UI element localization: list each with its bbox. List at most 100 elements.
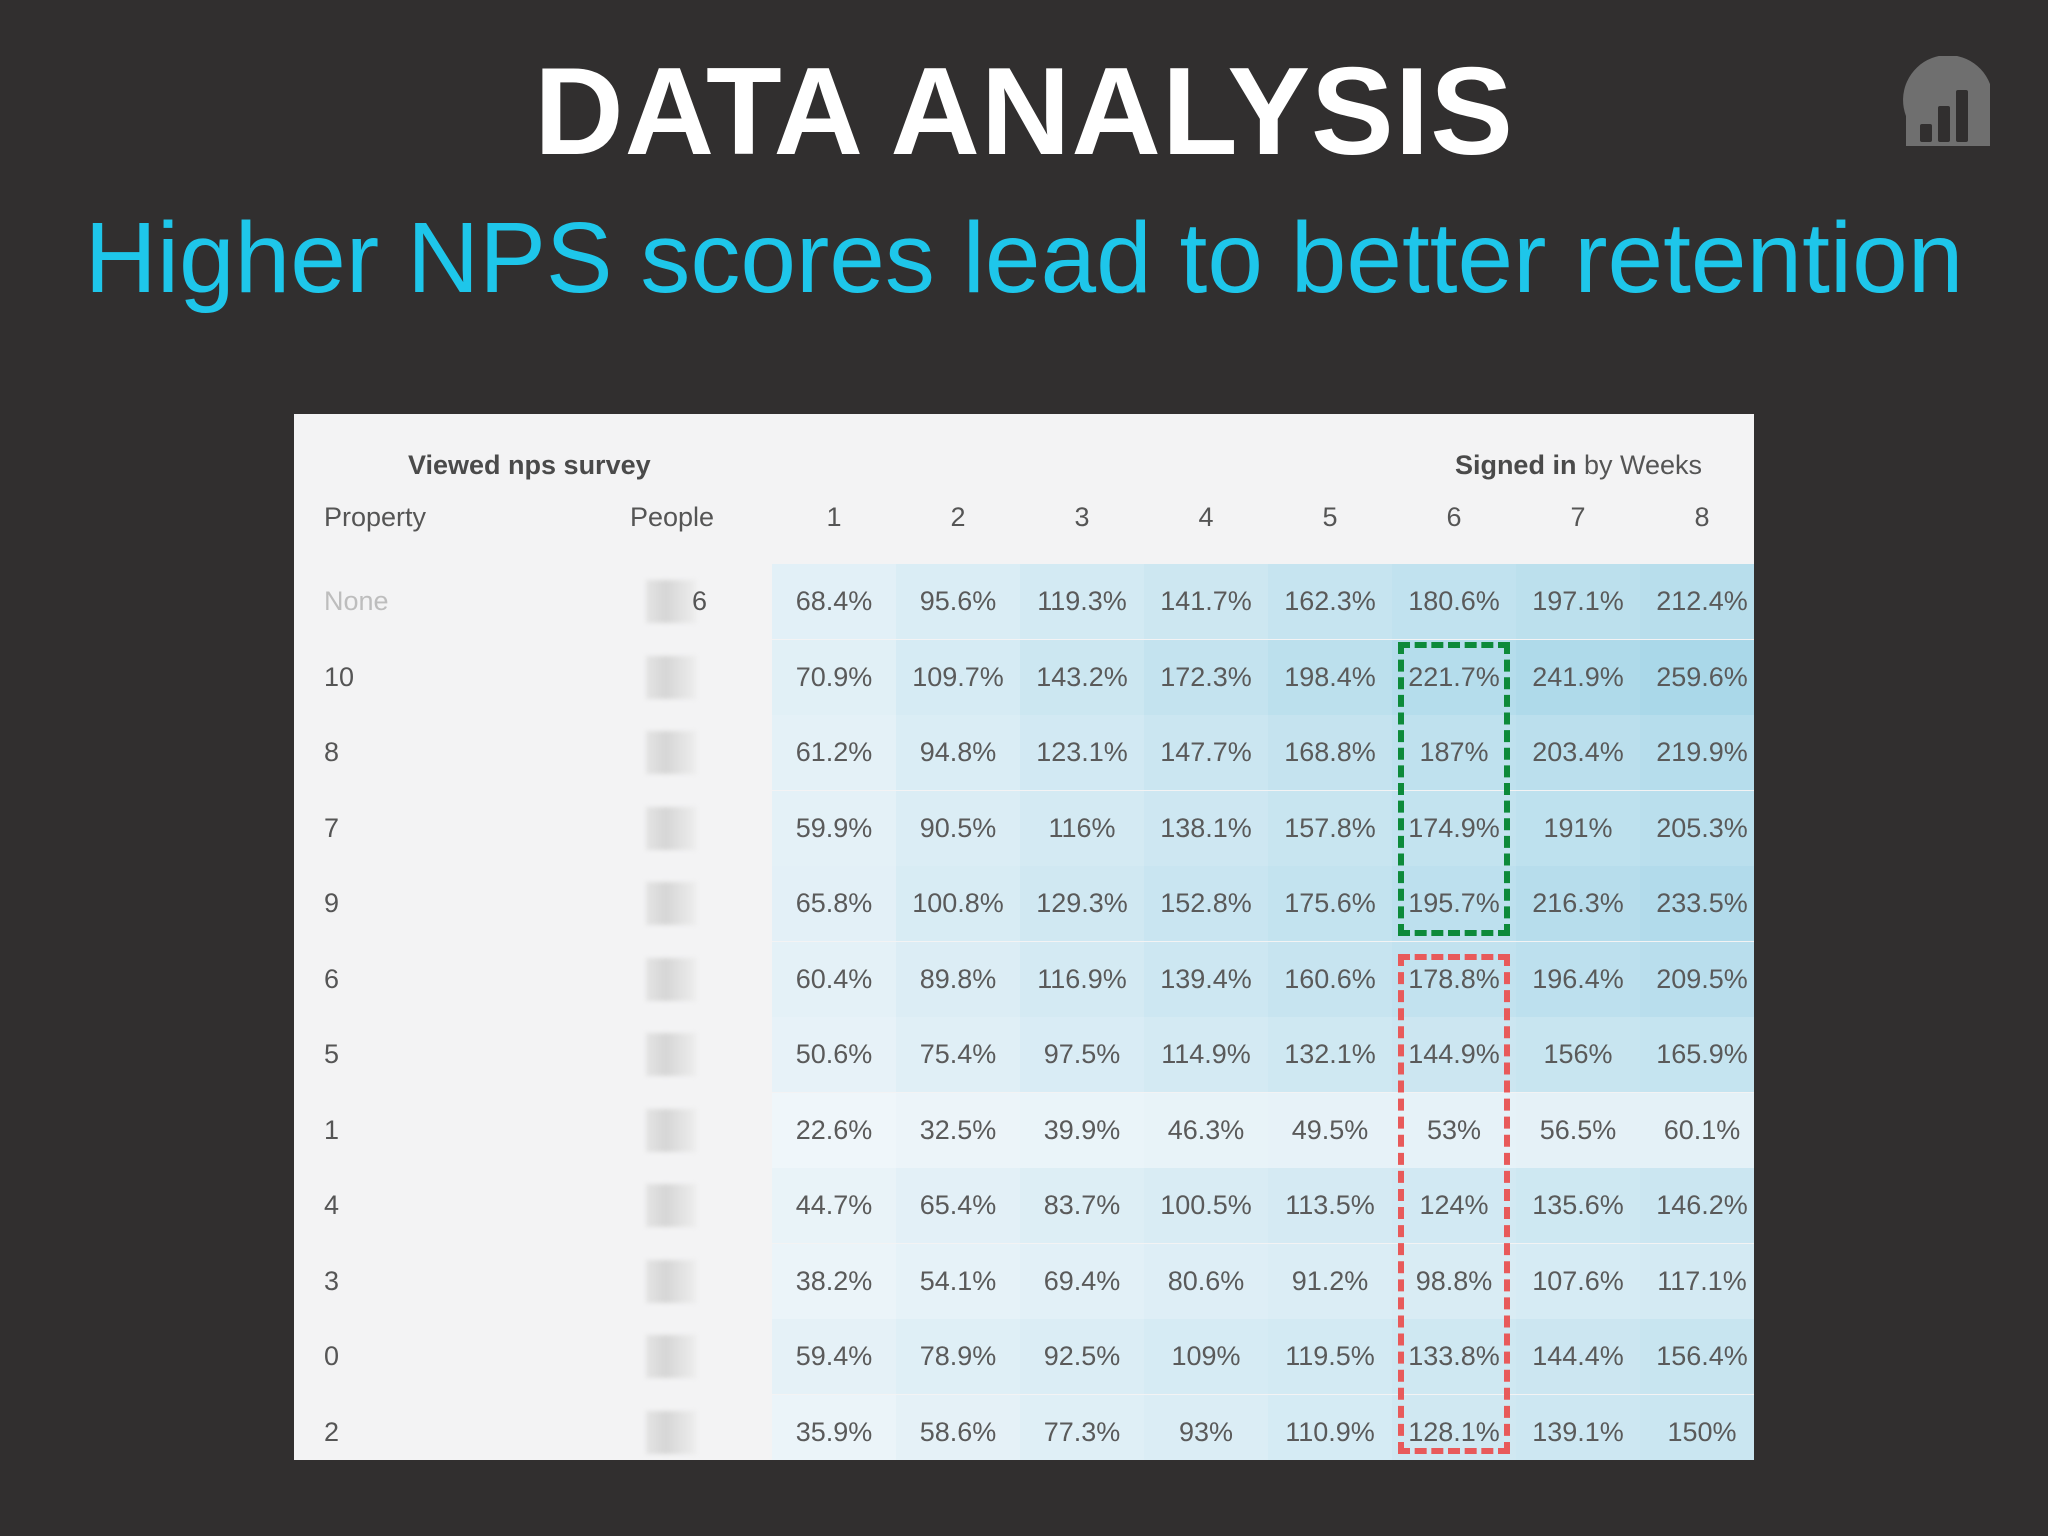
row-property: 0: [324, 1341, 340, 1371]
row-people-blurred: [646, 1335, 696, 1378]
retention-cell: 53%: [1392, 1092, 1516, 1168]
retention-cell: 59.4%: [772, 1319, 896, 1394]
row-people-blurred: [646, 1108, 696, 1152]
row-property: 2: [324, 1416, 340, 1447]
retention-cell: 75.4%: [896, 1017, 1020, 1092]
retention-cell: 68.4%: [772, 564, 896, 639]
row-people-blurred: [646, 1410, 696, 1454]
retention-cell: 221.7%: [1392, 639, 1516, 715]
retention-cell: 195.7%: [1392, 866, 1516, 941]
column-header-people: People: [630, 502, 715, 532]
retention-cell: 100.5%: [1144, 1168, 1268, 1243]
retention-cell: 216.3%: [1516, 866, 1640, 941]
retention-cell: 143.2%: [1020, 639, 1144, 715]
column-header-week: 8: [1694, 502, 1710, 532]
table-row: 8 61.2% 94.8% 123.1% 147.7% 168.8% 187% 203.4% 2…: [294, 715, 1754, 790]
retention-cell: 241.9%: [1516, 639, 1640, 715]
retention-cell: 58.6%: [896, 1394, 1020, 1460]
retention-cell: 197.1%: [1516, 564, 1640, 639]
retention-cell: 46.3%: [1144, 1092, 1268, 1168]
slide-subtitle: Higher NPS scores lead to better retenti…: [84, 202, 1964, 314]
bar-chart-logo-icon: [1898, 55, 1998, 156]
table-row: 4 44.7% 65.4% 83.7% 100.5% 113.5% 124% 135.6% 14…: [294, 1168, 1754, 1243]
row-people-blurred: [646, 882, 696, 925]
retention-cell: 109%: [1144, 1319, 1268, 1394]
retention-cell: 165.9%: [1640, 1017, 1754, 1092]
row-people-blurred: [646, 731, 696, 774]
retention-cell: 97.5%: [1020, 1017, 1144, 1092]
table-row: 0 59.4% 78.9% 92.5% 109% 119.5% 133.8% 144.4% 15…: [294, 1319, 1754, 1394]
table-row: 5 50.6% 75.4% 97.5% 114.9% 132.1% 144.9% 156% 16…: [294, 1017, 1754, 1092]
row-property: 4: [324, 1190, 340, 1220]
retention-cell: 90.5%: [896, 790, 1020, 866]
retention-cell: 209.5%: [1640, 941, 1754, 1017]
table-row: 2 35.9% 58.6% 77.3% 93% 110.9% 128.1% 139.1% 150…: [294, 1394, 1754, 1460]
retention-cell: 80.6%: [1144, 1243, 1268, 1319]
retention-cell: 203.4%: [1516, 715, 1640, 790]
retention-cell: 35.9%: [772, 1394, 896, 1460]
retention-cell: 160.6%: [1268, 941, 1392, 1017]
row-people-blurred: [646, 655, 696, 699]
retention-cell: 146.2%: [1640, 1168, 1754, 1243]
retention-cell: 60.1%: [1640, 1092, 1754, 1168]
table-right-header-rest: by Weeks: [1576, 450, 1702, 480]
row-people-value: 6: [692, 586, 708, 616]
retention-cell: 110.9%: [1268, 1394, 1392, 1460]
retention-cell: 39.9%: [1020, 1092, 1144, 1168]
retention-cell: 109.7%: [896, 639, 1020, 715]
retention-cell: 180.6%: [1392, 564, 1516, 639]
retention-cell: 139.4%: [1144, 941, 1268, 1017]
retention-cell: 196.4%: [1516, 941, 1640, 1017]
table-left-header: Viewed nps survey: [408, 450, 651, 480]
table-row: 6 60.4% 89.8% 116.9% 139.4% 160.6% 178.8% 196.4…: [294, 941, 1754, 1017]
retention-cell: 65.8%: [772, 866, 896, 941]
table-row: 10 70.9% 109.7% 143.2% 172.3% 198.4% 221.7% 241…: [294, 639, 1754, 715]
retention-cell: 172.3%: [1144, 639, 1268, 715]
row-property: 3: [324, 1265, 340, 1296]
row-property: 8: [324, 737, 340, 767]
row-people-blurred: [646, 1184, 696, 1227]
retention-cell: 95.6%: [896, 564, 1020, 639]
retention-cell: 56.5%: [1516, 1092, 1640, 1168]
retention-cell: 123.1%: [1020, 715, 1144, 790]
row-property: 6: [324, 963, 340, 994]
retention-cell: 205.3%: [1640, 790, 1754, 866]
retention-cell: 147.7%: [1144, 715, 1268, 790]
column-header-week: 4: [1198, 502, 1214, 532]
retention-cell: 93%: [1144, 1394, 1268, 1460]
retention-cell: 70.9%: [772, 639, 896, 715]
row-property: None: [324, 586, 389, 616]
table-row: 7 59.9% 90.5% 116% 138.1% 157.8% 174.9% 191% 205…: [294, 790, 1754, 866]
high-score-highlight-box: [1398, 642, 1510, 936]
retention-cell: 119.3%: [1020, 564, 1144, 639]
retention-cell: 138.1%: [1144, 790, 1268, 866]
retention-cell: 139.1%: [1516, 1394, 1640, 1460]
row-property: 1: [324, 1114, 340, 1145]
retention-cell: 156%: [1516, 1017, 1640, 1092]
retention-cell: 191%: [1516, 790, 1640, 866]
table-right-header-bold: Signed in: [1454, 450, 1577, 480]
row-property: 9: [324, 888, 340, 918]
retention-cell: 54.1%: [896, 1243, 1020, 1319]
low-score-highlight-box: [1398, 954, 1510, 1454]
retention-cell: 116%: [1020, 790, 1144, 866]
retention-cell: 61.2%: [772, 715, 896, 790]
retention-cell: 162.3%: [1268, 564, 1392, 639]
retention-cell: 144.9%: [1392, 1017, 1516, 1092]
retention-cell: 116.9%: [1020, 941, 1144, 1017]
retention-cell: 98.8%: [1392, 1243, 1516, 1319]
retention-cell: 156.4%: [1640, 1319, 1754, 1394]
retention-cell: 60.4%: [772, 941, 896, 1017]
retention-cell: 65.4%: [896, 1168, 1020, 1243]
retention-cell: 219.9%: [1640, 715, 1754, 790]
table-row: None 6 68.4% 95.6% 119.3% 141.7% 162.3% 180.6% 1…: [294, 564, 1754, 639]
retention-cell: 113.5%: [1268, 1168, 1392, 1243]
retention-cell: 133.8%: [1392, 1319, 1516, 1394]
row-property: 7: [324, 812, 340, 843]
retention-cell: 132.1%: [1268, 1017, 1392, 1092]
retention-table: Viewed nps survey Signed in by Weeks Pro…: [294, 414, 1754, 1460]
table-right-header: Signed in by Weeks: [1455, 450, 1702, 481]
column-header-week: 1: [826, 502, 842, 532]
slide-title: DATA ANALYSIS: [534, 43, 1514, 181]
retention-cell: 150%: [1640, 1394, 1754, 1460]
